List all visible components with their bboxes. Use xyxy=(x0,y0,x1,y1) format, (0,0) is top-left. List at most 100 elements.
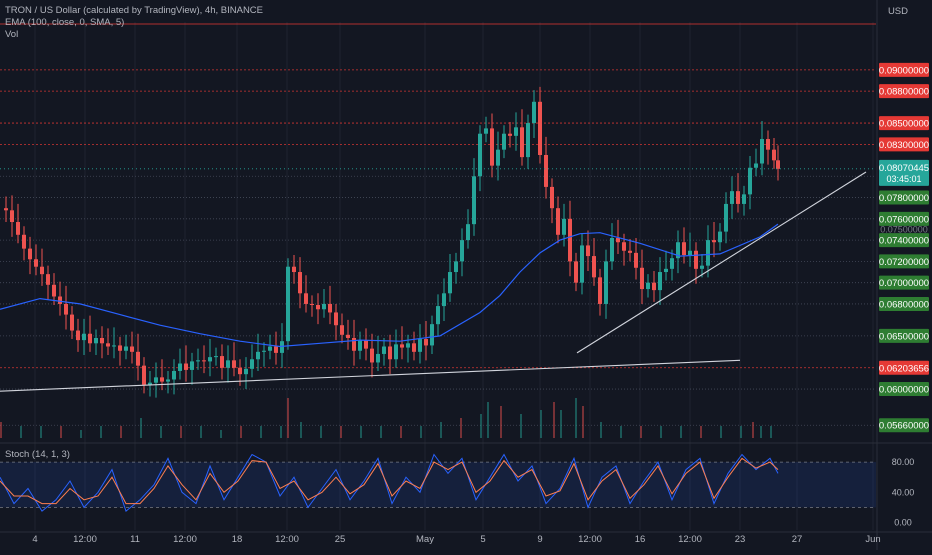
price-axis-tag xyxy=(879,275,929,290)
candle-body xyxy=(244,368,248,375)
candle-body xyxy=(178,363,182,371)
candle-body xyxy=(388,346,392,360)
candle-body xyxy=(340,325,344,335)
candle-body xyxy=(148,382,152,385)
candle-body xyxy=(184,363,188,370)
candle-body xyxy=(406,343,410,348)
volume-bar xyxy=(720,426,722,438)
price-axis-label: 0.06203656 xyxy=(879,363,929,374)
time-axis-label: May xyxy=(416,534,434,545)
stoch-indicator-label[interactable]: Stoch (14, 1, 3) xyxy=(5,449,70,460)
candle-body xyxy=(316,305,320,310)
price-axis-tag xyxy=(879,211,929,226)
candle-body xyxy=(646,282,650,290)
candle-body xyxy=(370,348,374,363)
candle-body xyxy=(262,350,266,352)
candle-body xyxy=(700,265,704,269)
candle-body xyxy=(514,127,518,136)
candle-body xyxy=(754,163,758,168)
volume-bar xyxy=(140,418,142,438)
candle-body xyxy=(40,266,44,275)
currency-label[interactable]: USD xyxy=(887,6,908,17)
candle-body xyxy=(592,256,596,278)
chart-legend: TRON / US Dollar (calculated by TradingV… xyxy=(5,5,263,41)
volume-bar xyxy=(60,426,62,438)
candle-body xyxy=(712,240,716,243)
countdown-label: 03:45:01 xyxy=(886,174,921,184)
volume-bar xyxy=(80,430,82,438)
grid-lines xyxy=(34,22,874,530)
candle-body xyxy=(616,237,620,243)
price-axis-label: 0.09000000 xyxy=(879,65,929,76)
candle-body xyxy=(658,272,662,291)
price-axis-label: 0.08800000 xyxy=(879,87,929,98)
candle-body xyxy=(490,128,494,166)
price-axis-label: 0.05660000 xyxy=(879,421,929,432)
candle-body xyxy=(52,284,56,297)
candle-body xyxy=(604,261,608,304)
candle-body xyxy=(382,346,386,354)
volume-bar xyxy=(300,422,302,438)
candle-body xyxy=(274,346,278,353)
volume-bar xyxy=(260,426,262,438)
candle-body xyxy=(532,101,536,124)
price-axis-tag xyxy=(879,360,929,375)
candle-body xyxy=(160,377,164,382)
price-axis-labels: 0.09000000 0.08800000 0.08500000 0.08300000… xyxy=(879,62,929,433)
candle-body xyxy=(574,261,578,283)
candle-body xyxy=(400,344,404,348)
price-axis-tag xyxy=(879,328,929,343)
candle-body xyxy=(304,293,308,304)
candle-body xyxy=(94,337,98,344)
candle-body xyxy=(436,306,440,325)
candle-body xyxy=(448,272,452,294)
candle-body xyxy=(256,351,260,360)
candle-body xyxy=(70,314,74,331)
volume-bar xyxy=(360,426,362,438)
price-axis-tag xyxy=(879,382,929,397)
candle-body xyxy=(688,250,692,256)
volume-bar xyxy=(600,422,602,438)
candle-body xyxy=(508,133,512,136)
time-axis-label: 12:00 xyxy=(678,534,702,545)
volume-bar xyxy=(582,406,584,438)
volume-indicator-label[interactable]: Vol xyxy=(5,29,19,40)
candle-body xyxy=(442,293,446,307)
candle-body xyxy=(706,240,710,266)
price-axis-label: 0.06800000 xyxy=(879,299,929,310)
candle-body xyxy=(268,346,272,351)
candles xyxy=(4,86,780,398)
time-axis-label: 9 xyxy=(537,534,542,545)
candle-body xyxy=(322,303,326,310)
candle-body xyxy=(478,133,482,177)
volume-bar xyxy=(740,426,742,438)
candle-body xyxy=(76,330,80,341)
ema-indicator-label[interactable]: EMA (100, close, 0, SMA, 5) xyxy=(5,17,125,28)
candle-body xyxy=(622,242,626,251)
price-axis-tag xyxy=(879,116,929,131)
candle-body xyxy=(766,139,770,150)
time-axis-label: 25 xyxy=(335,534,346,545)
candle-body xyxy=(352,337,356,351)
candle-body xyxy=(760,139,764,164)
candle-body xyxy=(298,272,302,294)
symbol-title[interactable]: TRON / US Dollar (calculated by TradingV… xyxy=(5,5,263,16)
candle-body xyxy=(676,242,680,259)
candle-body xyxy=(202,360,206,362)
volume-bar xyxy=(180,426,182,438)
candle-body xyxy=(412,343,416,352)
volume-bar xyxy=(480,414,482,438)
candle-body xyxy=(100,337,104,344)
volume-bar xyxy=(700,426,702,438)
candle-body xyxy=(748,167,752,195)
current-price-tag xyxy=(879,159,929,186)
price-axis-label: 0.08500000 xyxy=(879,119,929,130)
candle-body xyxy=(142,365,146,385)
price-axis-label: 0.06000000 xyxy=(879,385,929,396)
candle-body xyxy=(10,210,14,223)
price-axis-tag xyxy=(879,62,929,77)
candle-body xyxy=(214,356,218,358)
candle-body xyxy=(238,367,242,375)
